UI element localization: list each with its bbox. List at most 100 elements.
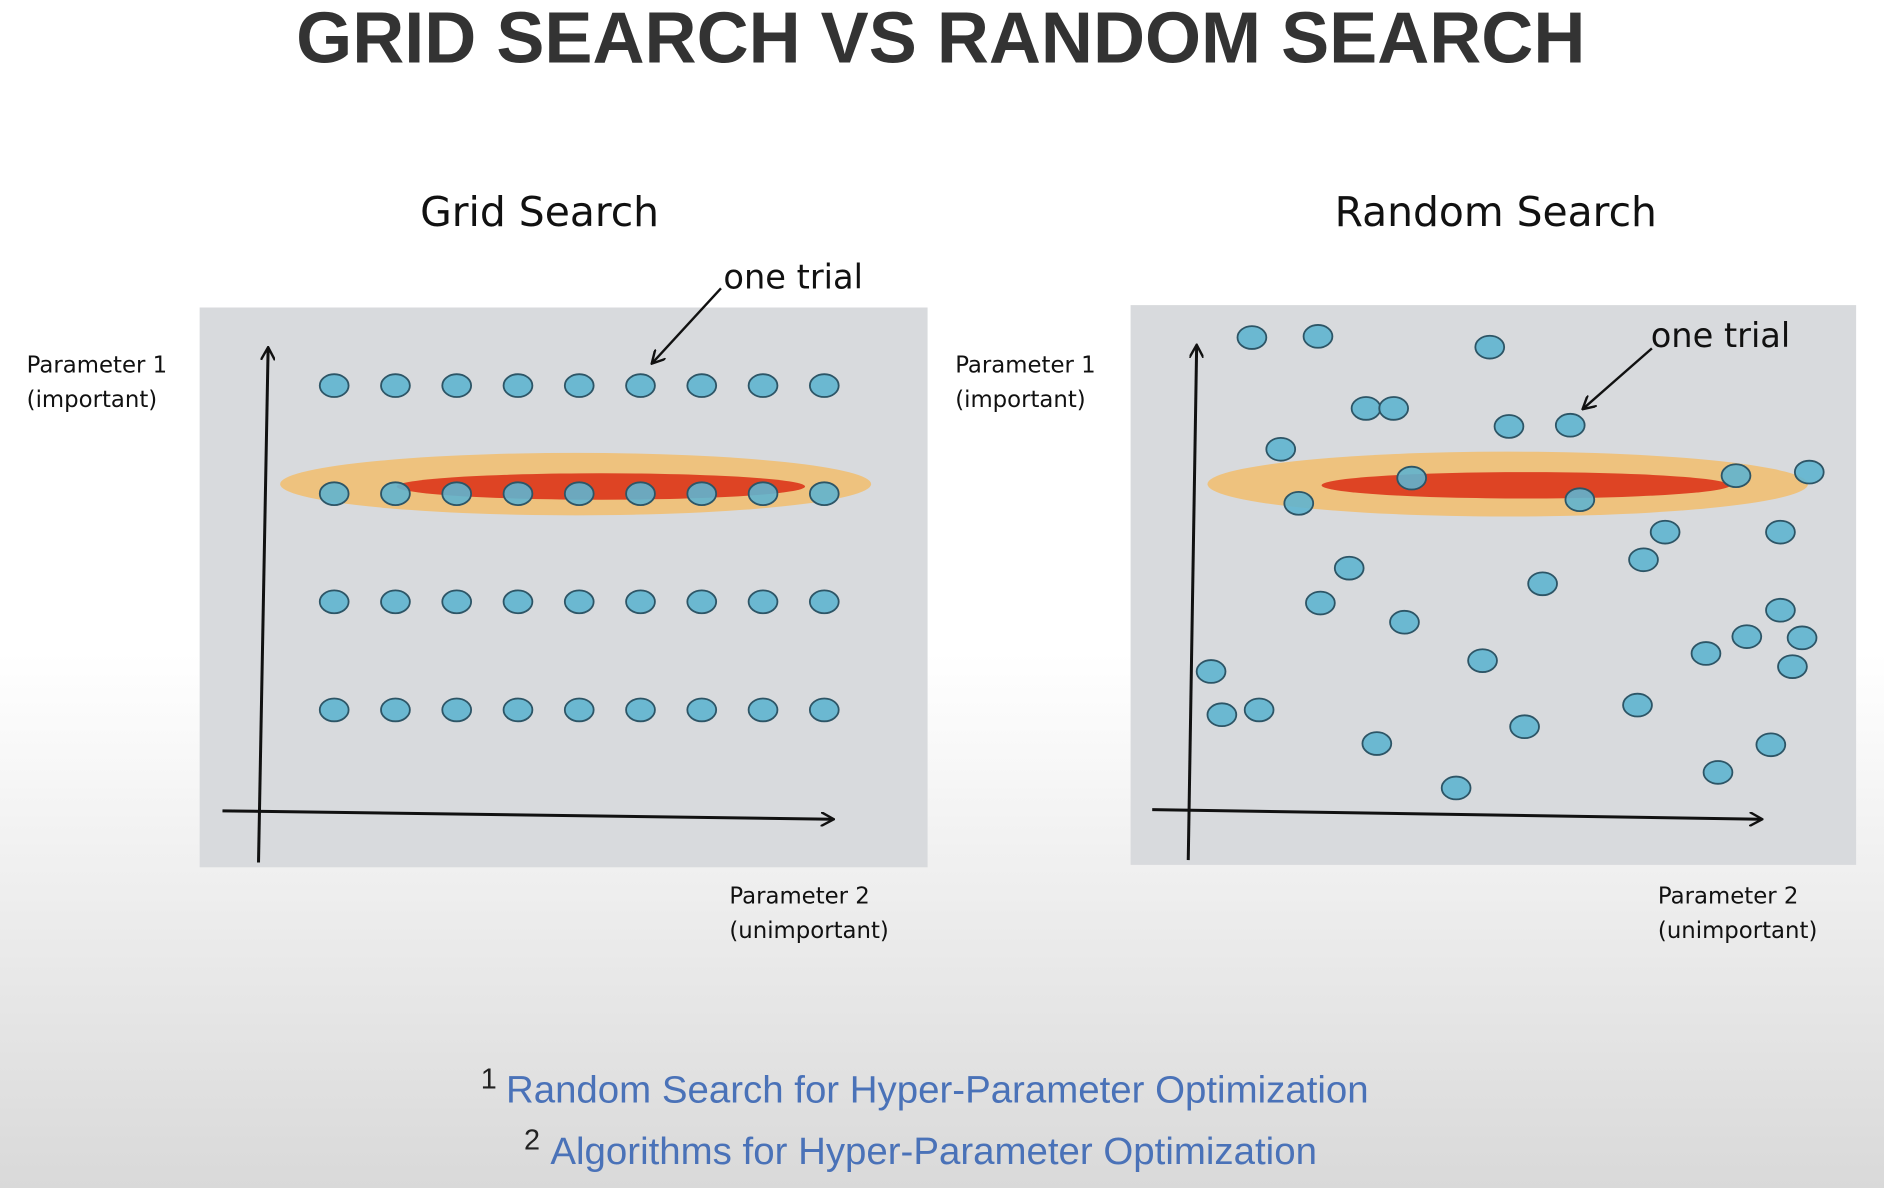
reference-link[interactable]: Algorithms for Hyper-Parameter Optimizat…	[550, 1130, 1317, 1173]
y-label: Parameter 1	[955, 352, 1095, 378]
trial-point	[747, 373, 779, 398]
trial-point	[1793, 459, 1825, 485]
y-label: (important)	[27, 387, 158, 413]
trial-point	[563, 589, 595, 615]
annotation: one trial	[723, 257, 863, 296]
trial-point	[1720, 463, 1752, 488]
trial-point	[1396, 465, 1427, 491]
trial-point	[563, 373, 595, 398]
x-axis	[1152, 808, 1761, 820]
trial-point	[1628, 547, 1659, 573]
trial-point	[1554, 412, 1586, 438]
trial-point	[1509, 714, 1540, 740]
annotation: one trial	[1651, 316, 1791, 355]
trial-point	[1283, 490, 1315, 516]
trial-point	[1305, 590, 1336, 616]
trial-point	[625, 697, 656, 723]
trial-point	[318, 589, 350, 615]
trial-point	[808, 481, 840, 507]
x-label: (unimportant)	[1658, 918, 1817, 944]
panel-background	[1130, 305, 1857, 865]
trial-point	[1467, 648, 1498, 673]
trial-point	[1622, 692, 1653, 718]
trial-point	[808, 373, 840, 398]
trial-point	[1195, 659, 1227, 684]
trial-point	[1786, 625, 1818, 651]
trial-point	[318, 373, 350, 398]
trial-point	[502, 373, 534, 398]
trial-point	[1493, 414, 1525, 439]
trial-point	[1265, 436, 1297, 462]
trial-point	[1350, 396, 1382, 421]
trial-point	[441, 373, 473, 398]
trial-point	[1649, 519, 1681, 545]
trial-point	[686, 481, 718, 507]
trial-point	[686, 589, 718, 615]
reference-link[interactable]: Random Search for Hyper-Parameter Optimi…	[506, 1069, 1369, 1112]
trial-point	[380, 697, 411, 723]
trial-point	[563, 697, 595, 723]
x-label: Parameter 2	[1658, 883, 1798, 909]
trial-point	[1527, 571, 1558, 597]
trial-point	[808, 697, 840, 723]
x-axis	[222, 809, 832, 819]
y-axis	[1186, 346, 1196, 861]
trial-point	[1702, 760, 1734, 785]
trial-point	[1243, 697, 1275, 723]
slide-title: GRID SEARCH VS RANDOM SEARCH	[296, 0, 1585, 78]
trial-point	[747, 589, 779, 615]
trial-point	[625, 373, 656, 398]
annotation-arrow	[1583, 347, 1653, 408]
trial-point	[686, 697, 718, 723]
trial-points	[1195, 324, 1825, 801]
x-label: Parameter 2	[729, 883, 869, 909]
trial-point	[1333, 555, 1365, 581]
trial-points	[318, 373, 840, 723]
reference-number: 2	[524, 1125, 540, 1157]
panel-title: Random Search	[1335, 188, 1657, 236]
trial-point	[1755, 732, 1787, 758]
reference-number: 1	[481, 1063, 497, 1095]
trial-point	[318, 697, 350, 723]
trial-point	[747, 697, 779, 723]
trial-point	[502, 697, 534, 723]
trial-point	[563, 481, 595, 507]
trial-point	[318, 481, 350, 507]
trial-point	[1378, 396, 1409, 421]
x-label: (unimportant)	[729, 918, 888, 944]
trial-point	[1361, 731, 1393, 756]
trial-point	[502, 481, 534, 507]
trial-point	[441, 589, 473, 615]
trial-point	[441, 481, 473, 507]
trial-point	[1765, 519, 1796, 545]
annotation-arrow	[653, 287, 722, 362]
trial-point	[1236, 325, 1268, 350]
trial-point	[1731, 624, 1763, 649]
trial-point	[625, 589, 656, 615]
trial-point	[1564, 487, 1596, 513]
trial-point	[1777, 654, 1808, 679]
trial-point	[1765, 597, 1796, 623]
trial-point	[1440, 775, 1472, 801]
trial-point	[1206, 702, 1238, 728]
trial-point	[686, 373, 718, 398]
trial-point	[1690, 641, 1722, 666]
y-axis	[257, 348, 269, 863]
trial-point	[1389, 609, 1420, 635]
trial-point	[625, 481, 656, 507]
trial-point	[1474, 334, 1506, 360]
y-label: (important)	[955, 387, 1086, 413]
trial-point	[441, 697, 473, 723]
panel-background	[199, 307, 928, 868]
trial-point	[502, 589, 534, 615]
panel-title: Grid Search	[420, 188, 659, 236]
trial-point	[380, 481, 411, 507]
trial-point	[380, 373, 411, 398]
y-label: Parameter 1	[27, 352, 167, 378]
trial-point	[747, 481, 779, 507]
trial-point	[1302, 324, 1334, 349]
trial-point	[380, 589, 411, 615]
trial-point	[808, 589, 840, 615]
